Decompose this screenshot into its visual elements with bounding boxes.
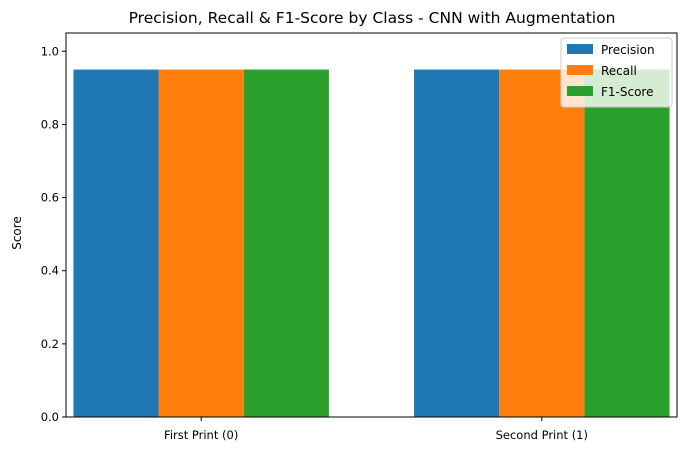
bar-f1-score-0 <box>243 69 329 418</box>
bar-f1-score-1 <box>584 69 670 418</box>
y-axis-ticks: 0.0 0.2 0.4 0.6 0.8 1.0 <box>41 44 66 424</box>
y-tick-label: 0.0 <box>41 410 59 424</box>
bar-precision-1 <box>414 69 500 418</box>
bars-group <box>73 69 670 418</box>
y-tick-label: 1.0 <box>41 44 59 58</box>
x-axis-ticks: First Print (0) Second Print (1) <box>164 417 588 442</box>
legend-swatch-f1-score <box>567 86 593 96</box>
legend-swatch-recall <box>567 65 593 75</box>
y-tick-label: 0.6 <box>41 191 59 205</box>
y-tick-label: 0.2 <box>41 337 59 351</box>
legend-swatch-precision <box>567 44 593 54</box>
x-tick-label: First Print (0) <box>164 428 238 442</box>
x-tick-label: Second Print (1) <box>496 428 588 442</box>
bar-recall-1 <box>499 69 585 418</box>
y-axis-label: Score <box>10 216 24 250</box>
y-tick-label: 0.8 <box>41 117 59 131</box>
bar-precision-0 <box>73 69 159 418</box>
legend-label: F1-Score <box>601 85 653 99</box>
legend-label: Precision <box>601 43 655 57</box>
bar-recall-0 <box>158 69 244 418</box>
y-tick-label: 0.4 <box>41 264 59 278</box>
legend: Precision Recall F1-Score <box>560 37 673 108</box>
chart-title: Precision, Recall & F1-Score by Class - … <box>129 9 616 27</box>
plot-frame <box>65 32 678 418</box>
legend-label: Recall <box>601 64 637 78</box>
